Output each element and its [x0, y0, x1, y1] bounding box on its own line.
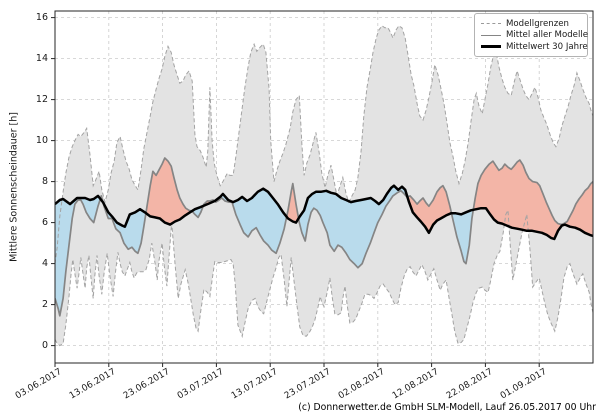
- gray-line-swatch-icon: [481, 34, 501, 36]
- y-tick-label: 6: [41, 217, 48, 229]
- legend-label: Modellgrenzen: [506, 18, 569, 29]
- legend-label: Mittel aller Modelle: [506, 30, 589, 41]
- y-tick-label: 12: [35, 94, 48, 106]
- legend-item-mittel-aller-modelle: Mittel aller Modelle: [481, 30, 588, 42]
- y-tick-label: 14: [35, 53, 48, 65]
- legend-item-modellgrenzen: Modellgrenzen: [481, 18, 582, 30]
- y-tick-label: 10: [35, 135, 48, 147]
- y-tick-label: 4: [41, 258, 48, 270]
- legend: Modellgrenzen Mittel aller Modelle Mitte…: [474, 13, 588, 57]
- y-tick-label: 2: [41, 299, 48, 311]
- y-tick-label: 16: [35, 12, 48, 24]
- dashed-line-swatch-icon: [481, 23, 501, 25]
- legend-label: Mittelwert 30 Jahre: [506, 41, 588, 52]
- y-tick-label: 0: [41, 340, 48, 352]
- black-line-swatch-icon: [481, 45, 501, 49]
- copyright-caption: (c) Donnerwetter.de GmbH SLM-Modell, Lau…: [298, 402, 596, 413]
- y-tick-label: 8: [41, 176, 48, 188]
- legend-item-mittelwert-30-jahre: Mittelwert 30 Jahre: [481, 41, 588, 53]
